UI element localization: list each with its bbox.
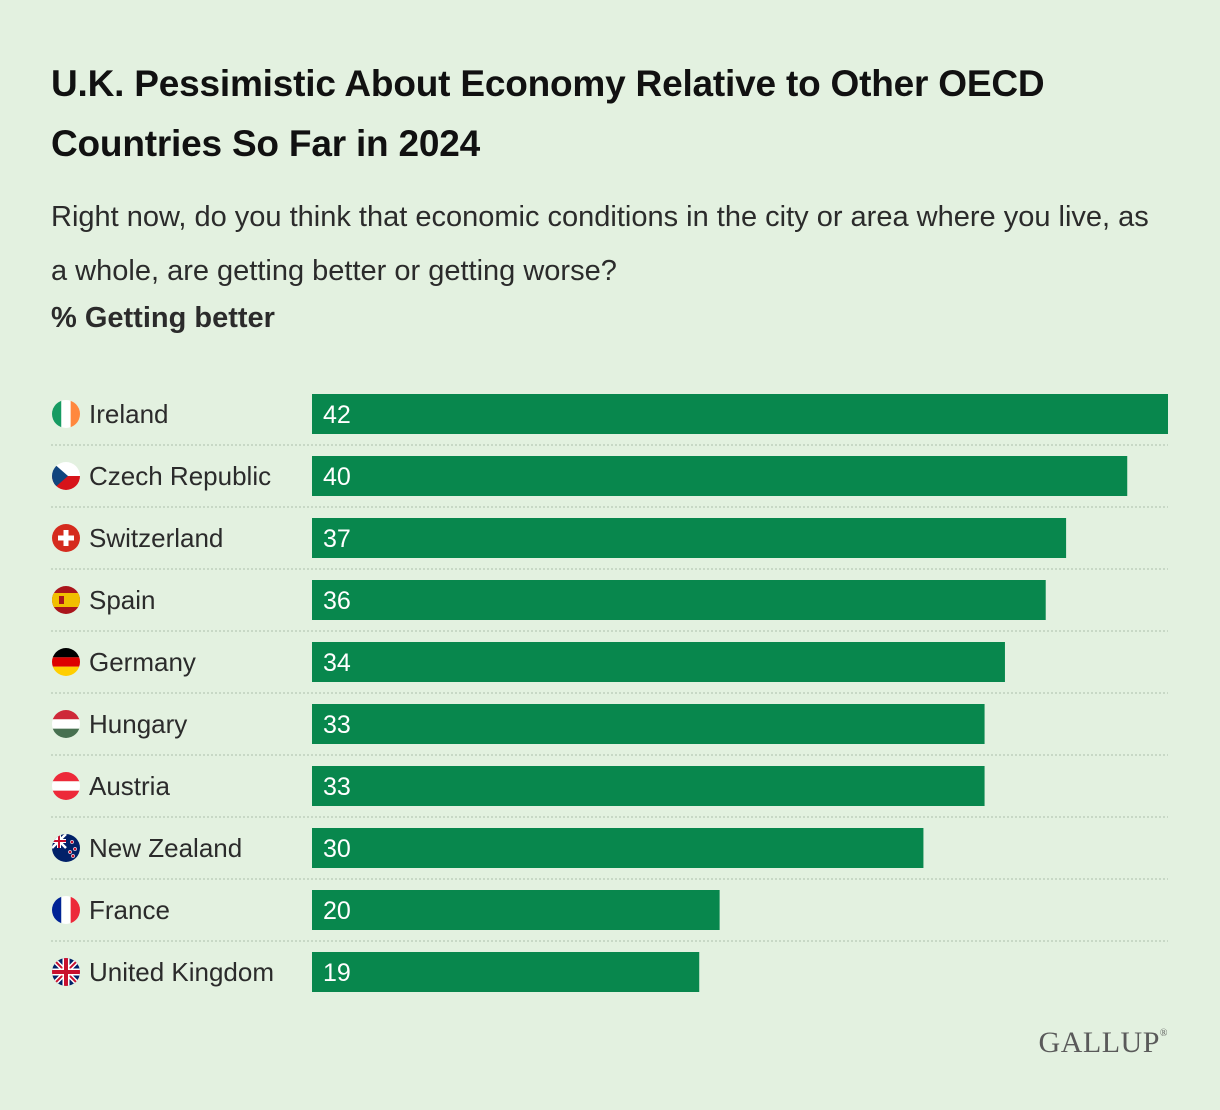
value-label-spain: 36 (323, 587, 351, 615)
value-label-switzerland: 37 (323, 525, 351, 553)
czech-republic-flag-icon (52, 462, 80, 490)
value-label-hungary: 33 (323, 711, 351, 739)
austria-flag-icon (52, 772, 80, 800)
category-label-czech-republic: Czech Republic (89, 461, 271, 491)
bar-ireland (312, 394, 1168, 434)
bar-germany (312, 642, 1005, 682)
bar-new-zealand (312, 828, 924, 868)
germany-flag-icon (52, 648, 80, 676)
category-label-united-kingdom: United Kingdom (89, 957, 274, 987)
measure-label: % Getting better (51, 302, 275, 334)
france-flag-icon (52, 896, 80, 924)
ireland-flag-icon (52, 400, 80, 428)
chart-subtitle: Right now, do you think that economic co… (51, 201, 1149, 287)
value-label-united-kingdom: 19 (323, 959, 351, 987)
hungary-flag-icon (52, 710, 80, 738)
value-label-new-zealand: 30 (323, 835, 351, 863)
value-label-czech-republic: 40 (323, 463, 351, 491)
category-label-switzerland: Switzerland (89, 523, 223, 553)
united-kingdom-flag-icon (52, 958, 80, 986)
bar-united-kingdom (312, 952, 700, 992)
bar-switzerland (312, 518, 1067, 558)
bar-spain (312, 580, 1046, 620)
bar-austria (312, 766, 985, 806)
bar-hungary (312, 704, 985, 744)
bar-france (312, 890, 720, 930)
category-label-france: France (89, 895, 170, 925)
value-label-france: 20 (323, 897, 351, 925)
category-label-austria: Austria (89, 771, 170, 801)
category-label-new-zealand: New Zealand (89, 833, 242, 863)
bar-czech-republic (312, 456, 1128, 496)
category-label-hungary: Hungary (89, 709, 187, 739)
value-label-austria: 33 (323, 773, 351, 801)
gallup-logo: GALLUP® (1038, 1026, 1168, 1059)
category-label-germany: Germany (89, 647, 196, 677)
value-label-ireland: 42 (323, 401, 351, 429)
new-zealand-flag-icon (52, 834, 80, 862)
switzerland-flag-icon (52, 524, 80, 552)
value-label-germany: 34 (323, 649, 351, 677)
chart-title: U.K. Pessimistic About Economy Relative … (51, 63, 1045, 164)
category-label-spain: Spain (89, 585, 156, 615)
spain-flag-icon (52, 586, 80, 614)
category-label-ireland: Ireland (89, 399, 169, 429)
